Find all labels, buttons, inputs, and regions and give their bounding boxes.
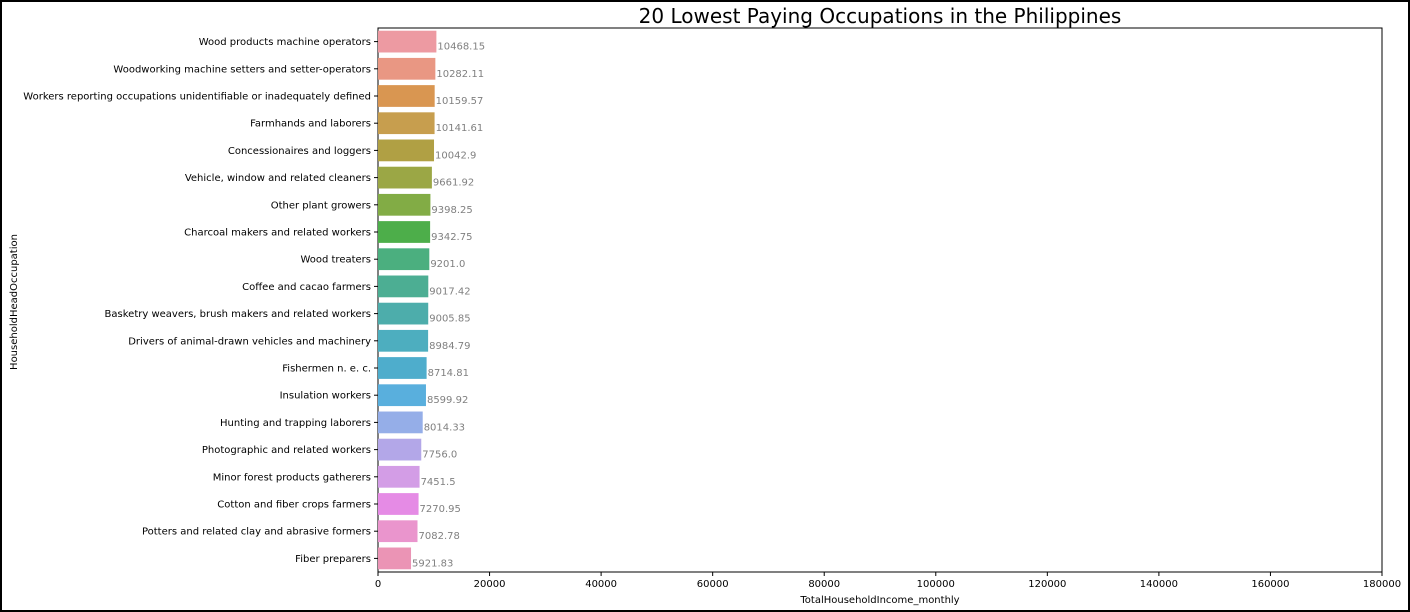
y-tick-label: Wood products machine operators — [199, 37, 371, 48]
bar-value-label: 8014.33 — [424, 422, 465, 433]
y-tick-label: Fishermen n. e. c. — [282, 364, 371, 375]
x-tick-label: 100000 — [917, 579, 955, 590]
y-tick-label: Coffee and cacao farmers — [242, 282, 371, 293]
y-tick-label: Drivers of animal-drawn vehicles and mac… — [128, 336, 371, 347]
bar-value-label: 10468.15 — [437, 42, 485, 53]
y-tick-label: Wood treaters — [300, 255, 371, 266]
y-tick-label: Vehicle, window and related cleaners — [185, 173, 371, 184]
y-tick-label: Charcoal makers and related workers — [184, 228, 371, 239]
bar-value-label: 7270.95 — [420, 504, 461, 515]
value-labels-group: 10468.15 10282.11 10159.57 10141.61 10042.9 9… — [412, 42, 485, 570]
y-tick-label: Fiber preparers — [295, 554, 371, 565]
y-tick-label: Basketry weavers, brush makers and relat… — [105, 309, 371, 320]
bar — [378, 139, 435, 162]
bar-value-label: 7451.5 — [421, 477, 456, 488]
y-tick-label: Insulation workers — [280, 391, 371, 402]
bar — [378, 30, 437, 53]
y-tick-label: Photographic and related workers — [202, 445, 371, 456]
x-tick-label: 20000 — [474, 579, 506, 590]
y-tick-label: Woodworking machine setters and setter-o… — [113, 64, 371, 75]
bar — [378, 166, 432, 189]
bar — [378, 411, 423, 434]
x-tick-label: 120000 — [1028, 579, 1066, 590]
bar-value-label: 10282.11 — [436, 69, 484, 80]
y-tick-label: Minor forest products gatherers — [213, 472, 371, 483]
bar — [378, 329, 429, 352]
bar — [378, 302, 429, 325]
bar — [378, 547, 412, 570]
y-tick-label: Potters and related clay and abrasive fo… — [142, 527, 371, 538]
y-tick-label: Farmhands and laborers — [250, 119, 371, 130]
x-tick-label: 0 — [375, 579, 381, 590]
bar — [378, 112, 435, 135]
x-tick-label: 180000 — [1363, 579, 1401, 590]
x-tick-label: 60000 — [697, 579, 729, 590]
bar-value-label: 9398.25 — [431, 205, 472, 216]
bar — [378, 221, 431, 243]
y-tick-label: Cotton and fiber crops farmers — [217, 500, 371, 511]
bar-value-label: 5921.83 — [412, 558, 453, 569]
bar-value-label: 8599.92 — [427, 395, 468, 406]
bar-value-label: 7756.0 — [422, 450, 457, 461]
bar-value-label: 9017.42 — [429, 286, 470, 297]
bar-value-label: 9342.75 — [431, 232, 472, 243]
bar-value-label: 10141.61 — [436, 123, 484, 134]
bar — [378, 384, 426, 407]
bar-value-label: 9201.0 — [430, 259, 465, 270]
y-tick-label: Hunting and trapping laborers — [220, 418, 371, 429]
x-tick-label: 40000 — [585, 579, 617, 590]
bars-group — [378, 30, 437, 570]
bar — [378, 193, 431, 216]
chart-title: 20 Lowest Paying Occupations in the Phil… — [639, 4, 1122, 28]
bar — [378, 493, 419, 515]
x-tick-label: 160000 — [1251, 579, 1289, 590]
x-axis-ticks-group: 0 20000 40000 60000 80000 100000 120000 140000 1… — [375, 572, 1401, 590]
bar-value-label: 7082.78 — [419, 531, 460, 542]
bar — [378, 57, 436, 80]
y-tick-label: Other plant growers — [271, 200, 371, 211]
bar-value-label: 10159.57 — [436, 96, 484, 107]
bar-value-label: 9661.92 — [433, 178, 474, 189]
y-axis-label: HouseholdHeadOccupation — [9, 234, 20, 370]
bar-value-label: 8984.79 — [429, 341, 470, 352]
bar-value-label: 8714.81 — [428, 368, 469, 379]
bar-value-label: 9005.85 — [429, 314, 470, 325]
x-axis-label: TotalHouseholdIncome_monthly — [799, 595, 959, 606]
y-tick-label: Concessionaires and loggers — [228, 146, 371, 157]
category-labels-group: Wood products machine operators Woodworki… — [23, 37, 378, 565]
bar-value-label: 10042.9 — [435, 150, 476, 161]
bar — [378, 520, 418, 543]
bar — [378, 465, 420, 488]
x-tick-label: 80000 — [808, 579, 840, 590]
bar — [378, 438, 422, 461]
bar — [378, 275, 429, 298]
bar — [378, 248, 430, 271]
y-tick-label: Workers reporting occupations unidentifi… — [23, 92, 371, 103]
bar — [378, 85, 435, 107]
x-tick-label: 140000 — [1140, 579, 1178, 590]
plot-area-frame — [377, 27, 1383, 573]
bar — [378, 357, 427, 379]
